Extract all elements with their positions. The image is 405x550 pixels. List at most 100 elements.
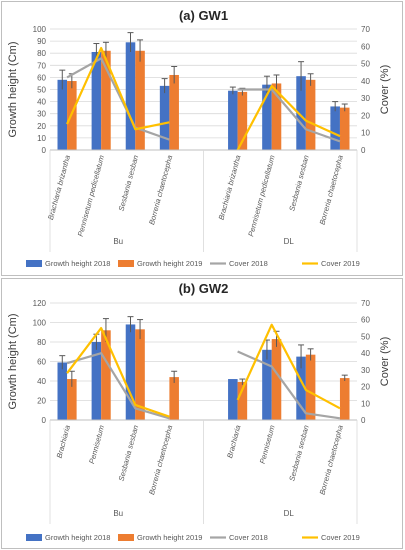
chart1-y-tick-label: 10: [37, 134, 46, 143]
chart2-category-label: Pennisetum: [258, 424, 277, 465]
chart2-bar-growth-height-2018: [125, 324, 136, 420]
chart2-line-cover-2019: [66, 326, 170, 418]
chart-gw2-svg: (b) GW2 0 20 40 60 80 100 120 0 10 20 30 40 50 60 70 Gro…: [7, 281, 391, 542]
chart1-y-tick-label: 20: [37, 122, 46, 131]
chart2-category-label: Pennisetum: [87, 424, 106, 465]
chart2-y-tick-label: 120: [33, 299, 47, 308]
chart2-legend-swatch: [26, 534, 42, 541]
chart1-category-label: Sesbania sesban: [117, 154, 141, 212]
chart2-category-label: Sesbania sesban: [287, 424, 311, 482]
chart1-y2-tick-label: 20: [361, 111, 370, 120]
chart2-bar-growth-height-2019: [305, 354, 316, 420]
chart1-y-tick-label: 40: [37, 98, 46, 107]
chart2-category-label: Sesbania sesban: [117, 424, 141, 482]
chart2-y-tick-label: 60: [37, 358, 46, 367]
chart2-bar-growth-height-2018: [57, 362, 68, 420]
chart1-bar-growth-height-2018: [125, 42, 136, 151]
chart1-bar-growth-height-2019: [271, 83, 282, 150]
chart2-legend-swatch: [118, 534, 134, 541]
chart2-y-tick-label: 80: [37, 338, 46, 347]
chart1-bar-growth-height-2018: [262, 84, 272, 150]
chart1-line-cover-2019: [236, 84, 341, 151]
chart1-y-tick-label: 100: [33, 25, 47, 34]
chart2-bar-growth-height-2019: [101, 330, 111, 420]
chart1-y-tick-label: 0: [42, 146, 47, 155]
chart1-y2-tick-label: 0: [361, 146, 366, 155]
chart1-y-tick-label: 50: [37, 86, 46, 95]
chart1-bar-growth-height-2019: [305, 79, 316, 150]
chart2-line-cover-2018: [237, 350, 341, 420]
chart1-category-label: Borreria chaetocepha: [318, 154, 345, 226]
chart2-category-label: Borreria chaetocepha: [147, 424, 174, 496]
chart1-legend-label: Cover 2018: [229, 259, 268, 268]
chart1-bar-growth-height-2019: [101, 50, 111, 150]
chart2-y-tick-label: 0: [42, 416, 47, 425]
chart2-legend-label: Cover 2019: [321, 533, 360, 542]
chart1-bar-growth-height-2018: [91, 51, 102, 150]
chart1-y2-tick-label: 60: [361, 42, 370, 51]
chart1-bar-growth-height-2018: [296, 76, 306, 150]
chart1-bar-growth-height-2018: [159, 85, 170, 150]
chart2-y2-tick-label: 30: [361, 366, 370, 375]
chart2-y2-tick-label: 60: [361, 316, 370, 325]
chart1-category-label: Pennisetum pedicellatum: [76, 154, 106, 237]
chart2-y2-axis-label: Cover (%): [379, 337, 391, 387]
chart2-group-label: DL: [284, 509, 295, 518]
chart2-y2-tick-label: 0: [361, 416, 366, 425]
chart1-group-label: DL: [284, 237, 295, 246]
chart2-y2-tick-label: 20: [361, 383, 370, 392]
chart-panel-gw2: (b) GW2 0 20 40 60 80 100 120 0 10 20 30 40 50 60 70 Gro…: [1, 278, 403, 549]
chart2-y2-tick-label: 40: [361, 349, 370, 358]
chart2-bar-growth-height-2018: [228, 379, 238, 420]
chart2-category-label: Borreria chaetocepha: [318, 424, 345, 496]
chart2-y-tick-label: 20: [37, 397, 46, 406]
chart-gw1-svg: (a) GW1 0 10 20 30 40 50 60 70 80 90 100 0 10 20 30 40 50…: [7, 8, 391, 268]
chart2-y2-tick-label: 70: [361, 299, 370, 308]
chart1-legend-label: Cover 2019: [321, 259, 360, 268]
chart2-title: (b) GW2: [179, 281, 229, 296]
chart1-y-tick-label: 70: [37, 61, 46, 70]
chart1-bar-growth-height-2019: [135, 50, 145, 150]
chart2-bar-growth-height-2018: [262, 349, 272, 420]
chart2-bar-growth-height-2019: [237, 381, 248, 420]
chart2-bar-growth-height-2019: [135, 329, 145, 420]
chart1-line-cover-2018: [66, 57, 170, 141]
chart1-y2-tick-label: 10: [361, 129, 370, 138]
chart1-bar-growth-height-2019: [339, 107, 350, 150]
chart1-group-label: Bu: [113, 237, 123, 246]
chart1-bar-growth-height-2018: [228, 90, 238, 150]
chart2-bar-growth-height-2019: [271, 339, 282, 420]
chart1-legend-swatch: [26, 260, 42, 267]
chart2-legend-label: Cover 2018: [229, 533, 268, 542]
chart1-legend-label: Growth height 2019: [137, 259, 202, 268]
chart1-y-tick-label: 60: [37, 73, 46, 82]
chart2-y-tick-label: 40: [37, 377, 46, 386]
chart1-y2-tick-label: 50: [361, 60, 370, 69]
chart1-category-label: Sesbania sesban: [287, 154, 311, 212]
chart2-y2-tick-label: 10: [361, 399, 370, 408]
chart1-y2-tick-label: 30: [361, 94, 370, 103]
chart2-y-axis-label: Growth height (Cm): [7, 314, 19, 410]
chart1-y2-tick-label: 70: [361, 25, 370, 34]
chart2-bar-growth-height-2018: [91, 342, 102, 420]
chart1-bar-growth-height-2018: [57, 79, 68, 150]
chart1-category-label: Pennisetum pedicellatum: [246, 154, 276, 237]
chart1-y-axis-label: Growth height (Cm): [7, 42, 19, 138]
chart2-group-label: Bu: [113, 509, 123, 518]
chart2-bar-growth-height-2018: [296, 356, 306, 420]
chart1-y-tick-label: 30: [37, 110, 46, 119]
chart1-title: (a) GW1: [179, 8, 228, 23]
chart2-line-cover-2019: [236, 323, 341, 410]
chart-panel-gw1: (a) GW1 0 10 20 30 40 50 60 70 80 90 100 0 10 20 30 40 50…: [1, 1, 403, 276]
chart1-category-label: Borreria chaetocepha: [147, 154, 174, 226]
chart1-bar-growth-height-2019: [237, 91, 248, 150]
chart2-bar-growth-height-2019: [169, 377, 179, 420]
chart2-line-cover-2018: [66, 352, 170, 420]
chart1-line-cover-2018: [237, 88, 341, 143]
chart2-category-label: Brachiaria: [225, 424, 242, 459]
chart2-legend-label: Growth height 2018: [45, 533, 110, 542]
chart2-y-tick-label: 100: [33, 319, 47, 328]
chart1-bar-growth-height-2018: [330, 106, 340, 150]
chart1-bar-growth-height-2019: [169, 74, 179, 150]
